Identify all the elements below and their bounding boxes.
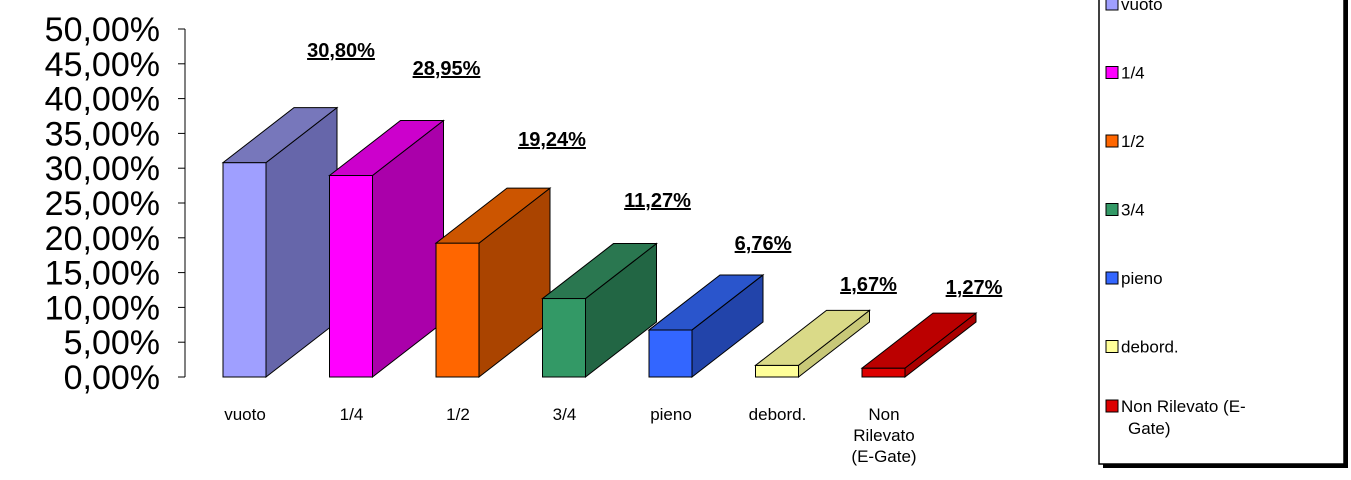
bar-front-face <box>435 242 480 378</box>
x-tick-label: vuoto <box>224 405 266 424</box>
x-tick-label: 1/2 <box>446 405 470 424</box>
y-tick-label: 10,00% <box>45 289 160 327</box>
legend-entry: 1/4 <box>1105 64 1145 83</box>
data-label: 19,24% <box>518 129 586 151</box>
legend-label: vuoto <box>1121 0 1163 14</box>
legend-entry: vuoto <box>1105 0 1163 14</box>
data-label: 1,27% <box>946 277 1003 299</box>
bar <box>647 273 765 379</box>
bars <box>221 106 978 379</box>
legend-swatch <box>1105 203 1119 216</box>
legend-entry: 1/2 <box>1105 132 1145 151</box>
bar-front-face <box>861 367 906 378</box>
legend-swatch <box>1105 340 1119 353</box>
y-axis: 0,00%5,00%10,00%15,00%20,00%25,00%30,00%… <box>45 11 186 397</box>
legend-entry: 3/4 <box>1105 201 1145 220</box>
bar-front-face <box>542 298 586 378</box>
bar-top-face <box>541 243 658 300</box>
data-label: 28,95% <box>413 58 481 80</box>
legend-label: 1/4 <box>1121 64 1145 83</box>
legend-label: pieno <box>1121 269 1163 288</box>
bar-top-face <box>434 187 552 244</box>
x-tick-label: pieno <box>650 405 692 424</box>
legend: vuoto 1/4 1/2 3/4 pieno debord. Non Rilevato (… <box>1098 0 1348 468</box>
legend-label: debord. <box>1121 338 1179 357</box>
bar-front-face <box>755 364 799 378</box>
data-label: 6,76% <box>735 233 792 255</box>
legend-entry: debord. <box>1105 338 1179 357</box>
legend-entry: Non Rilevato (E-Gate) <box>1105 397 1246 438</box>
legend-label: 3/4 <box>1121 201 1145 220</box>
bar <box>860 312 978 379</box>
y-tick-label: 45,00% <box>45 46 160 84</box>
y-tick-label: 0,00% <box>64 359 160 397</box>
data-label: 30,80% <box>307 40 375 62</box>
legend-swatch <box>1105 271 1119 285</box>
bar-front-face <box>648 329 693 378</box>
legend-swatch <box>1105 399 1119 413</box>
bar-front-face <box>329 175 373 378</box>
x-tick-label: debord. <box>749 405 807 424</box>
bar <box>754 309 871 379</box>
data-label: 1,67% <box>840 274 897 296</box>
bar-top-face <box>221 107 339 164</box>
y-tick-label: 30,00% <box>45 150 160 188</box>
x-tick-label: 1/4 <box>340 405 364 424</box>
y-tick-label: 25,00% <box>45 185 160 223</box>
bar-top-face <box>328 120 445 177</box>
y-tick-label: 40,00% <box>45 81 160 119</box>
legend-box <box>1098 0 1345 465</box>
x-axis-labels: vuoto 1/4 1/2 3/4 pieno debord. Non Rilevato (E-… <box>224 405 916 466</box>
y-tick-label: 35,00% <box>45 115 160 153</box>
bar <box>328 119 445 379</box>
legend-label: 1/2 <box>1121 132 1145 151</box>
legend-label: Non Rilevato (E-Gate) <box>1121 397 1246 438</box>
y-tick-label: 5,00% <box>64 324 160 362</box>
bar-top-face <box>860 312 978 369</box>
bar-top-face <box>754 309 871 366</box>
data-labels: 30,80% 28,95% 19,24% 11,27% 6,76% 1,67% 1,27% <box>307 40 1002 299</box>
bar-front-face <box>222 162 267 378</box>
x-tick-label: Non Rilevato (E-Gate) <box>851 405 916 466</box>
legend-swatch <box>1105 0 1119 11</box>
y-tick-label: 50,00% <box>45 11 160 49</box>
legend-swatch <box>1105 134 1119 148</box>
bar <box>221 106 339 379</box>
y-tick-label: 15,00% <box>45 255 160 293</box>
bar-top-face <box>647 274 765 331</box>
data-label: 11,27% <box>624 190 691 212</box>
bar <box>541 242 658 379</box>
x-tick-label: 3/4 <box>553 405 577 424</box>
legend-entry: pieno <box>1105 269 1163 288</box>
legend-swatch <box>1105 66 1119 79</box>
y-tick-label: 20,00% <box>45 220 160 258</box>
bar <box>434 187 552 379</box>
